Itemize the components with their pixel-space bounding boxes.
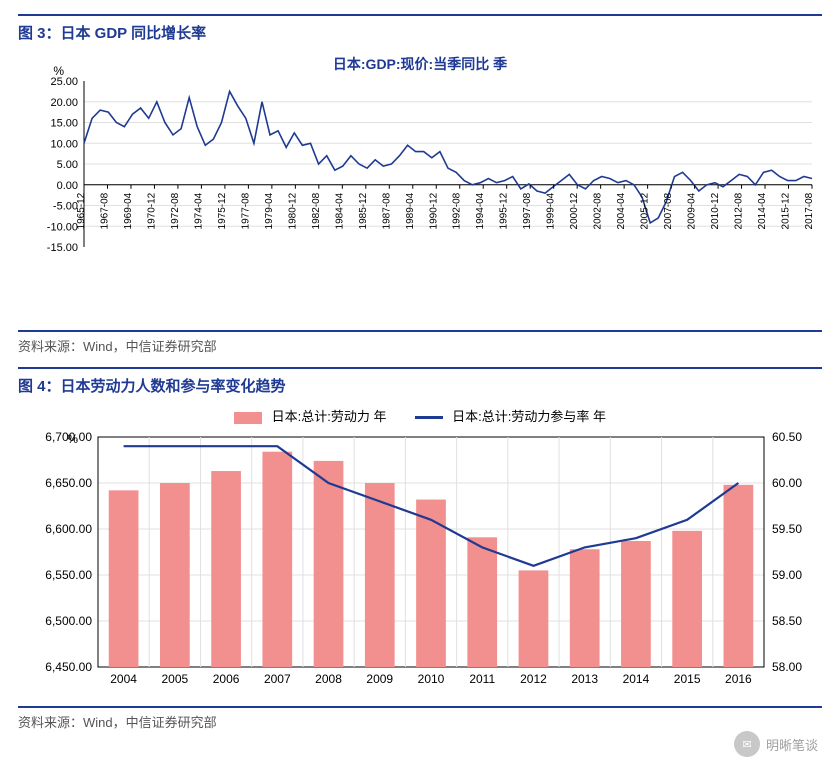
fig3-chart: 日本:GDP:现价:当季同比 季%-15.00-10.00-5.000.005.… bbox=[18, 51, 822, 326]
svg-text:2006: 2006 bbox=[213, 672, 240, 686]
svg-text:59.00: 59.00 bbox=[772, 568, 802, 582]
svg-text:1995-12: 1995-12 bbox=[499, 192, 510, 229]
legend-bar-swatch bbox=[234, 412, 262, 424]
svg-text:1972-08: 1972-08 bbox=[170, 192, 181, 229]
svg-text:-10.00: -10.00 bbox=[47, 221, 78, 233]
svg-text:6,550.00: 6,550.00 bbox=[45, 568, 92, 582]
svg-text:2011: 2011 bbox=[469, 672, 495, 686]
svg-text:2007: 2007 bbox=[264, 672, 291, 686]
fig4-chart: %6,450.006,500.006,550.006,600.006,650.0… bbox=[18, 427, 822, 702]
svg-text:2008: 2008 bbox=[315, 672, 342, 686]
svg-text:15.00: 15.00 bbox=[50, 118, 78, 130]
svg-text:2012: 2012 bbox=[520, 672, 547, 686]
watermark: ✉ 明晰笔谈 bbox=[734, 731, 818, 757]
svg-text:1979-04: 1979-04 bbox=[264, 192, 275, 229]
svg-text:2004-04: 2004-04 bbox=[616, 192, 627, 229]
svg-text:58.50: 58.50 bbox=[772, 614, 802, 628]
svg-text:1969-04: 1969-04 bbox=[123, 192, 134, 229]
svg-text:2009-04: 2009-04 bbox=[687, 192, 698, 229]
svg-text:2007-08: 2007-08 bbox=[663, 192, 674, 229]
svg-text:5.00: 5.00 bbox=[57, 159, 78, 171]
svg-text:1965-12: 1965-12 bbox=[76, 192, 87, 229]
svg-text:2010-12: 2010-12 bbox=[710, 192, 721, 229]
legend-line: 日本:总计:劳动力参与率 年 bbox=[415, 406, 606, 425]
svg-text:2012-08: 2012-08 bbox=[734, 192, 745, 229]
fig3-title: 图 3：日本 GDP 同比增长率 bbox=[18, 14, 822, 47]
svg-text:日本:GDP:现价:当季同比 季: 日本:GDP:现价:当季同比 季 bbox=[333, 56, 507, 72]
svg-text:60.50: 60.50 bbox=[772, 430, 802, 444]
fig4-legend: 日本:总计:劳动力 年 日本:总计:劳动力参与率 年 bbox=[18, 406, 822, 425]
legend-bar-label: 日本:总计:劳动力 年 bbox=[272, 409, 387, 424]
svg-text:0.00: 0.00 bbox=[57, 180, 78, 192]
svg-text:2002-08: 2002-08 bbox=[593, 192, 604, 229]
svg-text:1997-08: 1997-08 bbox=[522, 192, 533, 229]
svg-text:59.50: 59.50 bbox=[772, 522, 802, 536]
svg-text:1975-12: 1975-12 bbox=[217, 192, 228, 229]
svg-text:60.00: 60.00 bbox=[772, 476, 802, 490]
svg-text:2013: 2013 bbox=[571, 672, 598, 686]
svg-text:1987-08: 1987-08 bbox=[381, 192, 392, 229]
legend-line-swatch bbox=[415, 416, 443, 419]
svg-text:6,600.00: 6,600.00 bbox=[45, 522, 92, 536]
svg-text:1992-08: 1992-08 bbox=[452, 192, 463, 229]
svg-text:2017-08: 2017-08 bbox=[804, 192, 815, 229]
svg-text:1985-12: 1985-12 bbox=[358, 192, 369, 229]
fig4-svg: %6,450.006,500.006,550.006,600.006,650.0… bbox=[18, 427, 822, 697]
svg-text:2014: 2014 bbox=[623, 672, 650, 686]
svg-text:1989-04: 1989-04 bbox=[405, 192, 416, 229]
svg-text:1982-08: 1982-08 bbox=[311, 192, 322, 229]
svg-text:1977-08: 1977-08 bbox=[240, 192, 251, 229]
svg-text:1984-04: 1984-04 bbox=[334, 192, 345, 229]
svg-text:2009: 2009 bbox=[366, 672, 393, 686]
fig3-svg: 日本:GDP:现价:当季同比 季%-15.00-10.00-5.000.005.… bbox=[18, 51, 822, 321]
svg-text:2015: 2015 bbox=[674, 672, 701, 686]
svg-text:10.00: 10.00 bbox=[50, 138, 78, 150]
svg-text:25.00: 25.00 bbox=[50, 76, 78, 88]
svg-text:2004: 2004 bbox=[110, 672, 137, 686]
svg-text:1967-08: 1967-08 bbox=[99, 192, 110, 229]
svg-text:6,700.00: 6,700.00 bbox=[45, 430, 92, 444]
fig4-source: 资料来源：Wind，中信证券研究部 bbox=[18, 706, 822, 743]
watermark-text: 明晰笔谈 bbox=[766, 735, 818, 754]
svg-text:20.00: 20.00 bbox=[50, 97, 78, 109]
svg-text:6,500.00: 6,500.00 bbox=[45, 614, 92, 628]
svg-text:1980-12: 1980-12 bbox=[287, 192, 298, 229]
svg-text:-15.00: -15.00 bbox=[47, 242, 78, 254]
svg-text:2000-12: 2000-12 bbox=[569, 192, 580, 229]
svg-text:58.00: 58.00 bbox=[772, 660, 802, 674]
svg-text:1999-04: 1999-04 bbox=[546, 192, 557, 229]
svg-text:6,450.00: 6,450.00 bbox=[45, 660, 92, 674]
svg-text:2016: 2016 bbox=[725, 672, 752, 686]
legend-bar: 日本:总计:劳动力 年 bbox=[234, 406, 386, 425]
wechat-icon: ✉ bbox=[734, 731, 760, 757]
svg-text:2005-12: 2005-12 bbox=[640, 192, 651, 229]
svg-text:-5.00: -5.00 bbox=[53, 201, 78, 213]
legend-line-label: 日本:总计:劳动力参与率 年 bbox=[452, 409, 606, 424]
svg-text:1974-04: 1974-04 bbox=[193, 192, 204, 229]
fig3-source: 资料来源：Wind，中信证券研究部 bbox=[18, 330, 822, 367]
svg-text:2015-12: 2015-12 bbox=[781, 192, 792, 229]
svg-text:1994-04: 1994-04 bbox=[475, 192, 486, 229]
fig4-title: 图 4：日本劳动力人数和参与率变化趋势 bbox=[18, 367, 822, 400]
svg-text:2005: 2005 bbox=[161, 672, 188, 686]
svg-text:1990-12: 1990-12 bbox=[428, 192, 439, 229]
svg-text:1970-12: 1970-12 bbox=[146, 192, 157, 229]
svg-text:2014-04: 2014-04 bbox=[757, 192, 768, 229]
svg-text:2010: 2010 bbox=[418, 672, 445, 686]
svg-text:6,650.00: 6,650.00 bbox=[45, 476, 92, 490]
